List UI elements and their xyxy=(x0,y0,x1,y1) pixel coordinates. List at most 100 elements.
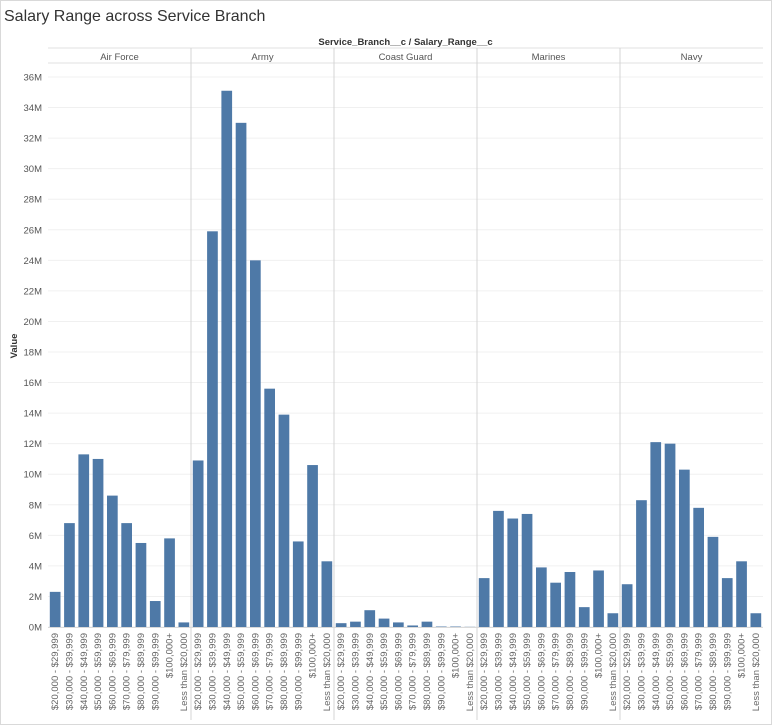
x-tick-label: $40,000 - $49,999 xyxy=(79,633,90,710)
bar xyxy=(736,561,747,627)
x-tick-label: $70,000 - $79,999 xyxy=(551,633,562,710)
x-tick-label: $80,000 - $89,999 xyxy=(422,633,433,710)
y-tick-label: 8M xyxy=(29,500,42,511)
x-tick-label: $60,000 - $69,999 xyxy=(107,633,118,710)
y-tick-label: 22M xyxy=(24,286,43,297)
y-tick-label: 14M xyxy=(24,409,43,420)
x-tick-label: $100,000+ xyxy=(165,633,176,679)
x-tick-label: $60,000 - $69,999 xyxy=(250,633,261,710)
bar xyxy=(64,523,75,627)
x-tick-label: $90,000 - $99,999 xyxy=(722,633,733,710)
x-tick-label: Less than $20,000 xyxy=(751,633,762,711)
x-tick-label: $70,000 - $79,999 xyxy=(265,633,276,710)
bar xyxy=(421,621,433,627)
x-tick-label: $50,000 - $59,999 xyxy=(665,633,676,710)
y-tick-label: 34M xyxy=(24,103,43,114)
bar xyxy=(350,621,361,627)
y-tick-label: 32M xyxy=(24,134,43,145)
bar xyxy=(636,500,647,627)
panel-title: Air Force xyxy=(100,52,139,63)
x-tick-label: $80,000 - $89,999 xyxy=(136,633,147,710)
bar xyxy=(664,443,676,627)
y-tick-label: 6M xyxy=(29,531,42,542)
chart-title: Salary Range across Service Branch xyxy=(4,8,266,25)
x-tick-label: $80,000 - $89,999 xyxy=(279,633,290,710)
x-tick-label: $50,000 - $59,999 xyxy=(93,633,104,710)
x-tick-label: $30,000 - $39,999 xyxy=(207,633,218,710)
y-tick-label: 30M xyxy=(24,164,43,175)
bar xyxy=(107,495,118,627)
x-tick-label: $30,000 - $39,999 xyxy=(350,633,361,710)
y-tick-label: 36M xyxy=(24,73,43,84)
bar xyxy=(650,442,662,627)
bar xyxy=(407,625,418,627)
x-tick-label: $100,000+ xyxy=(737,633,748,679)
x-tick-label: $70,000 - $79,999 xyxy=(694,633,705,710)
y-axis-label: Value xyxy=(9,334,20,359)
panel-title: Marines xyxy=(532,52,566,63)
bar xyxy=(564,572,576,627)
y-tick-label: 26M xyxy=(24,225,43,236)
x-tick-label: $30,000 - $39,999 xyxy=(493,633,504,710)
bar xyxy=(393,622,404,627)
x-tick-label: $80,000 - $89,999 xyxy=(565,633,576,710)
bar xyxy=(135,542,147,627)
bar xyxy=(450,626,461,628)
bar xyxy=(250,260,261,627)
column-header: Service_Branch__c / Salary_Range__c xyxy=(318,37,492,48)
bar xyxy=(478,578,490,627)
y-tick-label: 2M xyxy=(29,592,42,603)
panel-title: Navy xyxy=(681,52,703,63)
x-tick-label: $30,000 - $39,999 xyxy=(636,633,647,710)
x-tick-label: $50,000 - $59,999 xyxy=(379,633,390,710)
bar xyxy=(707,536,719,627)
x-tick-label: $60,000 - $69,999 xyxy=(679,633,690,710)
x-tick-label: $40,000 - $49,999 xyxy=(651,633,662,710)
x-tick-label: $90,000 - $99,999 xyxy=(579,633,590,710)
bar xyxy=(78,454,90,627)
x-tick-label: $60,000 - $69,999 xyxy=(393,633,404,710)
x-tick-label: $60,000 - $69,999 xyxy=(536,633,547,710)
x-tick-label: $90,000 - $99,999 xyxy=(293,633,304,710)
bar xyxy=(435,626,447,628)
bar xyxy=(378,618,390,627)
y-tick-label: 24M xyxy=(24,256,43,267)
x-tick-label: $20,000 - $29,999 xyxy=(50,633,61,710)
x-tick-label: $20,000 - $29,999 xyxy=(336,633,347,710)
y-tick-label: 18M xyxy=(24,348,43,359)
bar xyxy=(149,601,161,627)
y-tick-label: 16M xyxy=(24,378,43,389)
x-tick-label: $30,000 - $39,999 xyxy=(64,633,75,710)
y-tick-label: 28M xyxy=(24,195,43,206)
y-tick-label: 10M xyxy=(24,470,43,481)
bar xyxy=(335,623,347,627)
bar xyxy=(493,510,504,627)
bar xyxy=(278,414,290,627)
bar xyxy=(693,507,704,627)
bar xyxy=(221,90,233,627)
x-tick-label: $50,000 - $59,999 xyxy=(236,633,247,710)
x-tick-label: $50,000 - $59,999 xyxy=(522,633,533,710)
bar xyxy=(292,541,304,627)
bar xyxy=(307,465,318,627)
x-tick-label: $70,000 - $79,999 xyxy=(408,633,419,710)
bar xyxy=(679,469,690,627)
bar xyxy=(507,518,519,627)
x-tick-label: $40,000 - $49,999 xyxy=(365,633,376,710)
bar xyxy=(721,578,733,627)
bar xyxy=(536,567,547,627)
x-tick-label: Less than $20,000 xyxy=(322,633,333,711)
bar xyxy=(121,523,132,627)
x-tick-label: $90,000 - $99,999 xyxy=(150,633,161,710)
x-tick-label: $100,000+ xyxy=(594,633,605,679)
bar xyxy=(178,622,190,627)
x-tick-label: Less than $20,000 xyxy=(179,633,190,711)
x-tick-label: $20,000 - $29,999 xyxy=(193,633,204,710)
x-tick-label: Less than $20,000 xyxy=(465,633,476,711)
bar xyxy=(607,613,619,627)
x-tick-label: $100,000+ xyxy=(308,633,319,679)
bar xyxy=(92,458,104,627)
x-tick-label: $40,000 - $49,999 xyxy=(222,633,233,710)
bar xyxy=(578,607,590,627)
